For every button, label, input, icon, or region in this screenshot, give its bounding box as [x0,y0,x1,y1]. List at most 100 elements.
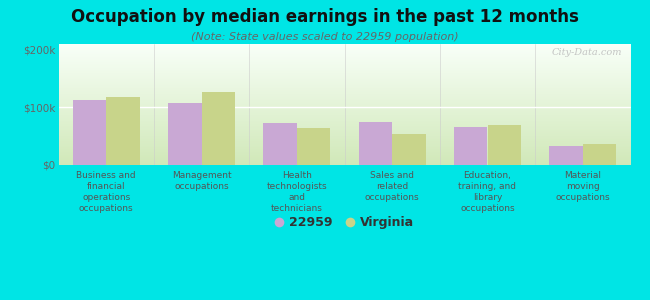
Bar [58,51,630,52]
Bar [58,49,630,50]
Bar [58,76,630,77]
Bar [106,97,140,165]
Bar [58,85,630,86]
Bar [58,110,630,111]
Bar [58,68,630,69]
Bar [58,116,630,117]
Bar [58,73,630,74]
Bar [58,60,630,61]
Bar [58,87,630,88]
Bar [58,119,630,120]
Bar [58,84,630,85]
Bar [58,138,630,139]
Bar [58,59,630,60]
Bar [73,100,106,165]
Bar [58,156,630,157]
Bar [58,50,630,51]
Bar [58,71,630,72]
Bar [58,53,630,54]
Bar [58,80,630,81]
Bar [454,127,488,165]
Bar [58,147,630,148]
Text: City-Data.com: City-Data.com [551,48,622,57]
Bar [58,130,630,131]
Bar [58,135,630,136]
Bar [58,77,630,78]
Bar [58,132,630,133]
Bar [58,74,630,75]
Bar [58,72,630,73]
Bar [58,151,630,152]
Bar [58,142,630,143]
Bar [58,79,630,80]
Bar [58,45,630,46]
Bar [58,44,630,45]
Bar [58,164,630,165]
Bar [58,100,630,101]
Bar [58,92,630,93]
Bar [58,122,630,123]
Bar [583,144,616,165]
Bar [58,120,630,121]
Bar [58,160,630,161]
Bar [58,149,630,150]
Bar [168,103,202,165]
Bar [58,61,630,62]
Bar [58,52,630,53]
Bar [58,89,630,90]
Bar [58,104,630,105]
Bar [58,161,630,162]
Bar [58,48,630,49]
Bar [58,131,630,132]
Bar [263,123,297,165]
Bar [58,127,630,128]
Bar [359,122,392,165]
Bar [58,157,630,158]
Bar [58,55,630,56]
Bar [58,143,630,144]
Bar [58,56,630,57]
Text: Occupation by median earnings in the past 12 months: Occupation by median earnings in the pas… [71,8,579,26]
Bar [58,126,630,127]
Bar [58,75,630,76]
Bar [58,159,630,160]
Bar [58,139,630,140]
Bar [58,150,630,151]
Bar [202,92,235,165]
Bar [58,129,630,130]
Bar [549,146,583,165]
Bar [58,46,630,47]
Bar [58,145,630,146]
Bar [58,133,630,134]
Bar [58,124,630,125]
Bar [58,125,630,126]
Bar [58,113,630,114]
Bar [58,62,630,63]
Bar [58,114,630,115]
Bar [58,90,630,91]
Bar [58,108,630,109]
Bar [58,128,630,129]
Bar [58,109,630,110]
Bar [58,82,630,83]
Bar [58,66,630,67]
Bar [58,95,630,96]
Bar [58,97,630,98]
Text: (Note: State values scaled to 22959 population): (Note: State values scaled to 22959 popu… [191,32,459,41]
Bar [58,107,630,108]
Bar [58,112,630,113]
Bar [58,63,630,64]
Bar [58,98,630,99]
Bar [488,124,521,165]
Bar [58,96,630,97]
Bar [58,141,630,142]
Bar [58,117,630,118]
Bar [58,123,630,124]
Bar [58,144,630,145]
Bar [58,65,630,66]
Bar [58,162,630,163]
Bar [58,118,630,119]
Bar [58,152,630,153]
Bar [58,78,630,79]
Bar [58,121,630,122]
